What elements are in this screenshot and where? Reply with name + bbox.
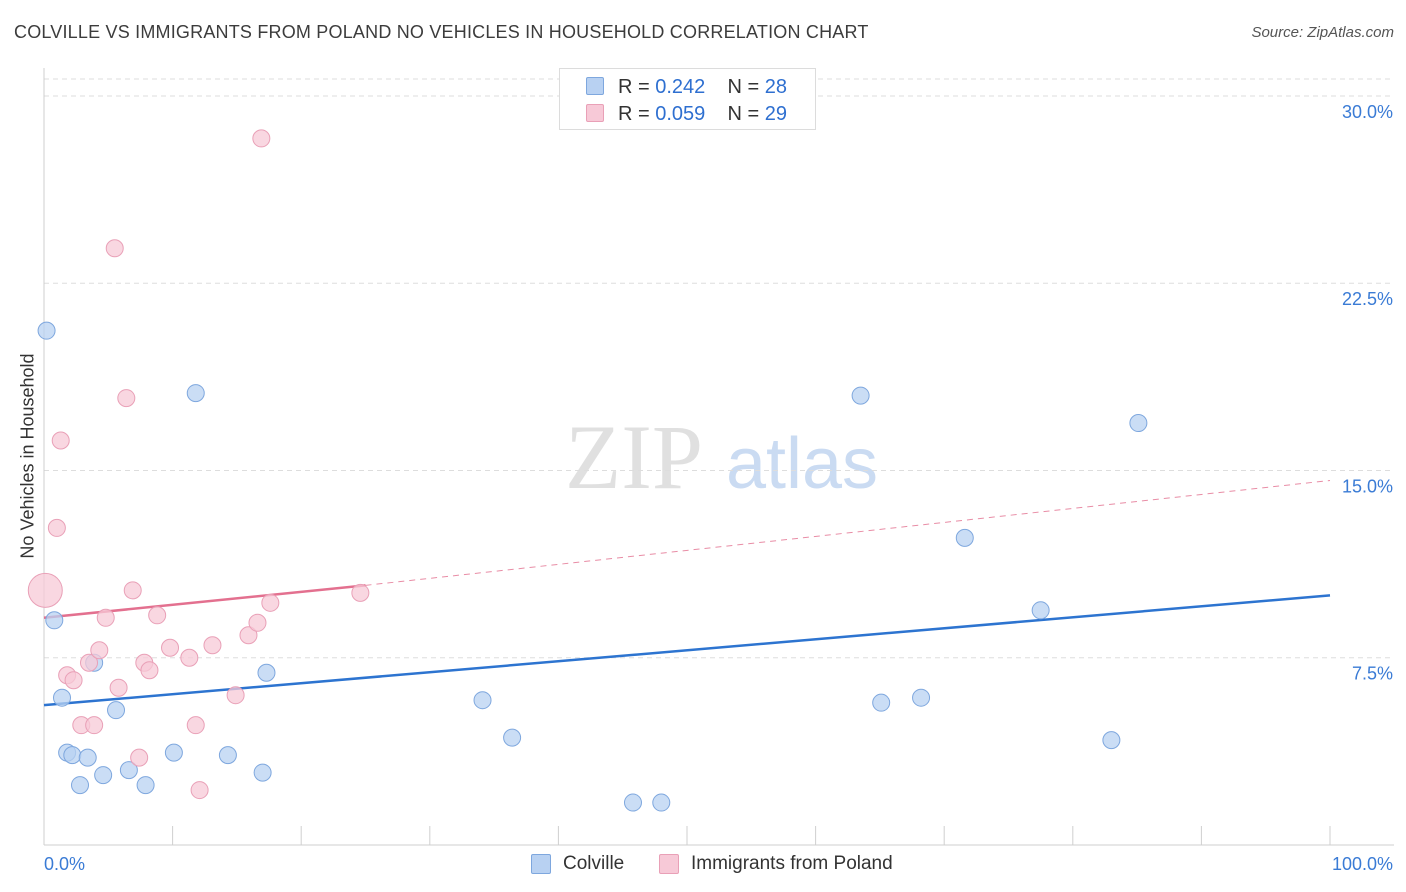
point-poland	[109, 678, 128, 697]
point-poland	[261, 593, 280, 612]
point-colville	[164, 743, 183, 762]
axes	[43, 68, 1394, 846]
x-tick-label-min: 0.0%	[44, 854, 85, 874]
point-colville	[503, 728, 522, 747]
point-poland	[130, 748, 149, 767]
tick-labels: 7.5% 15.0% 22.5% 30.0% 0.0% 100.0%	[44, 102, 1393, 874]
point-poland	[140, 661, 159, 680]
watermark-atlas: atlas	[726, 424, 878, 504]
watermark: ZIP atlas	[565, 406, 878, 508]
series-legend: Colville Immigrants from Poland	[0, 852, 1406, 878]
point-colville	[136, 776, 155, 795]
point-poland	[85, 716, 104, 735]
legend-n-value-poland: 29	[764, 103, 788, 125]
series-label-poland: Immigrants from Poland	[691, 853, 893, 874]
point-colville	[186, 384, 205, 403]
point-colville	[63, 746, 82, 765]
legend-n-label-colville: N =	[727, 76, 760, 98]
legend-n-value-colville: 28	[764, 76, 788, 98]
source-label: Source: ZipAtlas.com	[1251, 24, 1394, 41]
y-tick-label: 30.0%	[1342, 102, 1393, 122]
point-colville	[872, 693, 891, 712]
point-colville	[53, 688, 72, 707]
y-tick-label: 22.5%	[1342, 289, 1393, 309]
legend-swatch-colville	[586, 77, 604, 95]
point-colville	[955, 528, 974, 547]
point-colville	[253, 763, 272, 782]
series-label-colville: Colville	[563, 853, 625, 874]
point-colville	[94, 766, 113, 785]
series-swatch-poland	[659, 854, 679, 874]
point-poland	[180, 648, 199, 667]
point-poland	[51, 431, 70, 450]
point-colville	[78, 748, 97, 767]
point-colville	[1102, 731, 1121, 750]
point-colville	[1031, 601, 1050, 620]
trend-lines	[43, 479, 1331, 707]
point-poland	[161, 638, 180, 657]
trend-line-poland	[43, 584, 366, 620]
point-poland	[203, 636, 222, 655]
data-points	[27, 129, 1148, 812]
trend-extension-poland	[365, 479, 1331, 586]
point-colville	[623, 793, 642, 812]
legend-text-colville: R = 0.242 N = 28	[618, 76, 787, 99]
point-poland	[123, 581, 142, 600]
legend-r-label-poland: R =	[618, 103, 650, 125]
point-poland	[105, 239, 124, 258]
point-poland	[117, 389, 136, 408]
point-colville	[37, 321, 56, 340]
point-colville	[107, 701, 126, 720]
legend-r-value-colville: 0.242	[655, 76, 706, 98]
point-colville	[473, 691, 492, 710]
point-colville	[257, 663, 276, 682]
watermark-zip: ZIP	[565, 406, 703, 508]
point-poland	[239, 626, 258, 645]
legend-r-label-colville: R =	[618, 76, 650, 98]
legend-swatch-poland	[586, 104, 604, 122]
legend-r-value-poland: 0.059	[655, 103, 706, 125]
y-tick-label: 15.0%	[1342, 476, 1393, 496]
y-tick-label: 7.5%	[1352, 664, 1393, 684]
point-colville	[218, 746, 237, 765]
point-poland	[27, 572, 63, 608]
point-poland	[47, 518, 66, 537]
point-poland	[64, 671, 83, 690]
point-poland	[96, 608, 115, 627]
point-colville	[912, 688, 931, 707]
legend-n-label-poland: N =	[727, 103, 760, 125]
point-poland	[80, 653, 99, 672]
point-colville	[652, 793, 671, 812]
series-swatch-colville	[531, 854, 551, 874]
point-colville	[45, 611, 64, 630]
point-colville	[119, 761, 138, 780]
x-tick-label-max: 100.0%	[1332, 854, 1393, 874]
point-colville	[71, 776, 90, 795]
point-poland	[90, 641, 109, 660]
point-poland	[148, 606, 167, 625]
point-poland	[252, 129, 271, 148]
legend-text-poland: R = 0.059 N = 29	[618, 103, 787, 126]
point-poland	[226, 686, 245, 705]
trend-line-colville	[43, 594, 1331, 707]
point-poland	[186, 716, 205, 735]
point-poland	[190, 781, 209, 800]
point-poland	[351, 583, 370, 602]
correlation-legend: R = 0.242 N = 28 R = 0.059 N = 29	[559, 68, 816, 130]
grid-lines	[44, 78, 1394, 659]
point-colville	[1129, 414, 1148, 433]
chart-title: COLVILLE VS IMMIGRANTS FROM POLAND NO VE…	[14, 22, 869, 42]
point-poland	[248, 613, 267, 632]
point-colville	[851, 386, 870, 405]
